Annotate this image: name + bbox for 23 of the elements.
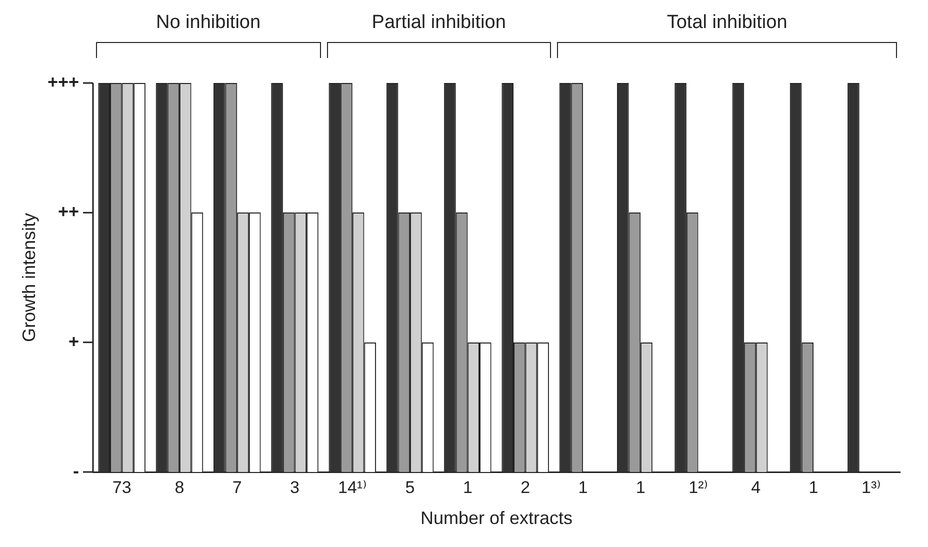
x-tick-label: 2 bbox=[520, 478, 530, 497]
text: No inhibition bbox=[154, 12, 262, 34]
text: Total inhibition bbox=[666, 12, 788, 34]
y-axis-title: Growth intensity bbox=[18, 212, 39, 342]
text: +++ bbox=[47, 72, 79, 92]
x-tick-label: 5 bbox=[405, 478, 415, 497]
x-axis-title: Number of extracts bbox=[420, 508, 573, 528]
x-tick-label: 1 bbox=[462, 478, 472, 497]
x-tick-label: 3 bbox=[290, 478, 300, 497]
x-tick-label: 1 bbox=[636, 478, 646, 497]
x-tick-label: 1 bbox=[808, 478, 818, 497]
x-tick-label: 4 bbox=[751, 478, 761, 497]
x-tick-label: 8 bbox=[174, 478, 184, 497]
x-tick-label: 14¹⁾ bbox=[338, 478, 367, 497]
text: - bbox=[73, 460, 79, 481]
x-tick-label: 1²⁾ bbox=[688, 478, 708, 497]
text: Partial inhibition bbox=[370, 12, 507, 34]
text: + bbox=[68, 331, 79, 352]
x-tick-label: 1 bbox=[578, 478, 588, 497]
x-tick-label: 73 bbox=[112, 478, 132, 497]
text: ++ bbox=[58, 202, 79, 222]
x-tick-label: 1³⁾ bbox=[862, 478, 881, 497]
x-tick-label: 7 bbox=[232, 478, 242, 497]
